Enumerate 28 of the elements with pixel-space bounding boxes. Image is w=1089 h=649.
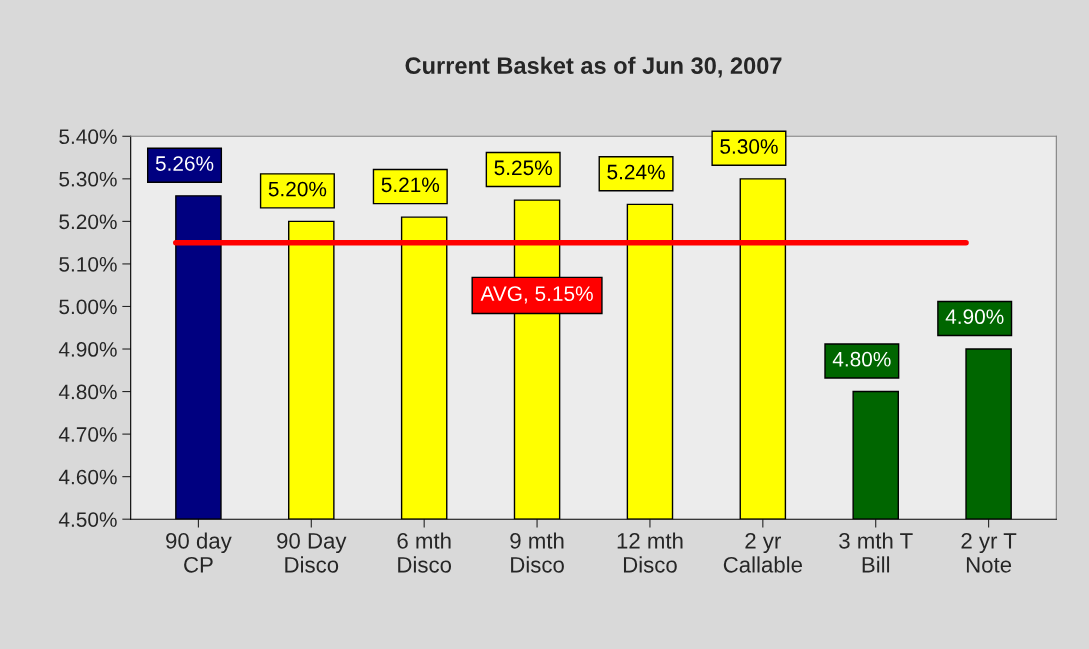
x-tick-label: 6 mth Disco xyxy=(397,532,452,573)
data-label: 5.24% xyxy=(607,164,665,180)
data-label: 4.90% xyxy=(945,309,1004,325)
x-tick-label: 12 mth Disco xyxy=(617,532,683,573)
y-tick-label: 4.50% xyxy=(58,512,117,527)
data-label: 4.80% xyxy=(832,351,891,367)
y-tick-label: 5.20% xyxy=(59,214,117,230)
y-tick-label: 4.60% xyxy=(58,469,117,485)
y-tick-label: 5.30% xyxy=(59,171,117,187)
x-tick-label: 3 mth T Bill xyxy=(839,532,913,573)
data-label: 5.26% xyxy=(155,156,214,171)
data-label: 5.25% xyxy=(494,160,552,176)
data-label: 5.21% xyxy=(381,177,440,193)
x-tick-label: 9 mth Disco xyxy=(510,532,564,573)
y-tick-label: 5.00% xyxy=(59,299,117,315)
y-tick-label: 5.40% xyxy=(59,129,117,145)
y-tick-label: 4.80% xyxy=(58,384,117,400)
y-tick-label: 4.70% xyxy=(58,427,117,442)
y-tick-label: 4.90% xyxy=(58,342,117,357)
x-tick-label: 2 yr T Note xyxy=(961,532,1017,573)
x-tick-label: 90 Day Disco xyxy=(277,532,347,573)
data-label: 5.20% xyxy=(268,181,327,197)
x-tick-label: 90 day CP xyxy=(166,532,232,573)
chart-title: Current Basket as of Jun 30, 2007 xyxy=(405,56,782,78)
x-tick-label: 2 yr Callable xyxy=(723,532,802,573)
ref-line-label: AVG, 5.15% xyxy=(480,286,593,304)
y-tick-label: 5.10% xyxy=(59,256,117,272)
data-label: 5.30% xyxy=(720,139,778,154)
